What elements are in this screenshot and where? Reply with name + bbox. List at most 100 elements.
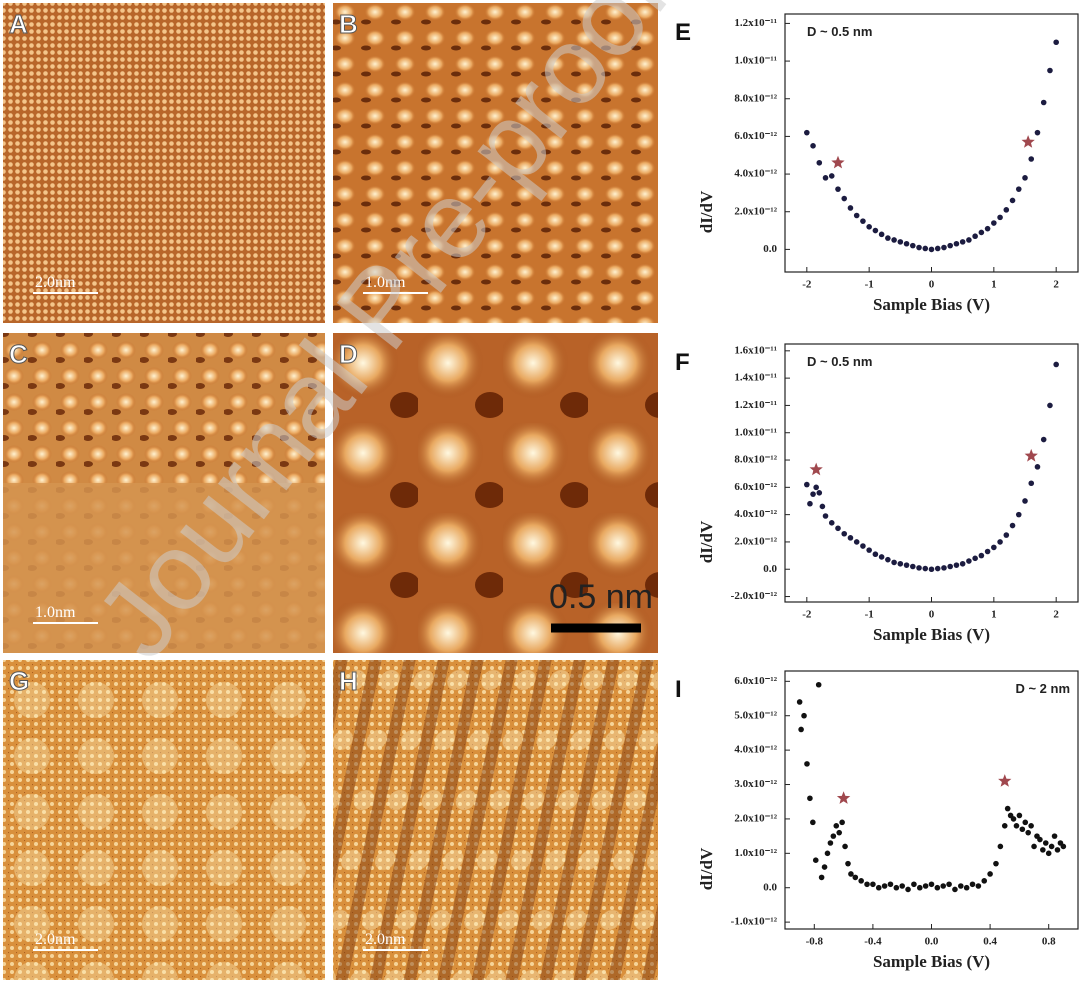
data-point (1028, 480, 1035, 487)
data-point (821, 864, 828, 870)
data-point (816, 159, 823, 166)
data-point (804, 481, 810, 488)
stm-image: A 2.0nm (3, 3, 325, 323)
data-point (987, 871, 993, 877)
data-point (796, 699, 803, 705)
y-tick-label: 0.0 (763, 243, 777, 255)
data-point (858, 878, 864, 884)
x-tick-label: -2 (802, 609, 812, 621)
data-point (934, 884, 941, 891)
data-point (872, 551, 879, 558)
star-marker (836, 791, 851, 804)
data-point (860, 543, 866, 549)
scale-label: 2.0nm (35, 274, 76, 291)
data-point (984, 548, 991, 555)
data-point (952, 886, 958, 893)
data-point (1025, 829, 1031, 836)
data-point (1015, 186, 1022, 192)
data-point (841, 195, 848, 202)
x-tick-label: 0.4 (983, 936, 997, 948)
data-point (866, 547, 872, 553)
data-point (842, 843, 848, 850)
data-point (885, 556, 891, 563)
data-point (969, 881, 976, 888)
data-point (1047, 67, 1053, 74)
data-point (1051, 833, 1058, 839)
data-point (909, 563, 916, 570)
data-point (847, 535, 854, 541)
data-point (835, 525, 841, 532)
data-point (866, 224, 872, 230)
data-point (848, 871, 854, 877)
y-tick-label: 5.0x10⁻¹² (734, 709, 777, 721)
data-point (1015, 511, 1022, 518)
data-point (916, 244, 922, 251)
stm-image: C 1.0nm (3, 333, 325, 653)
data-point (928, 881, 935, 888)
data-point (991, 220, 997, 226)
data-point (824, 850, 831, 857)
data-point (833, 823, 840, 829)
data-point (847, 205, 854, 211)
annotation: D ~ 2 nm (1015, 681, 1070, 696)
x-tick-label: -0.8 (806, 936, 824, 948)
x-axis-label: Sample Bias (V) (873, 952, 990, 971)
annotation: D ~ 0.5 nm (807, 24, 872, 39)
data-point (1009, 197, 1016, 204)
y-tick-label: 6.0x10⁻¹² (734, 481, 777, 493)
x-tick-label: -0.4 (864, 936, 882, 948)
x-tick-label: 0.0 (925, 936, 939, 948)
data-point (975, 883, 982, 889)
data-point (1028, 823, 1034, 829)
data-point (875, 884, 882, 891)
image-panels: A 2.0nm B 1.0nm C 1.0nm D 0.5 nm G 2.0nm H 2.0nm (3, 3, 658, 980)
data-point (993, 860, 999, 867)
data-point (891, 237, 897, 243)
y-tick-label: 4.0x10⁻¹² (734, 744, 777, 756)
data-point (941, 565, 947, 571)
data-point (872, 227, 879, 234)
data-point (941, 244, 947, 251)
y-tick-label: -1.0x10⁻¹² (731, 916, 778, 928)
data-point (819, 503, 826, 510)
data-point (928, 246, 935, 253)
data-point (903, 562, 910, 568)
data-point (963, 884, 970, 891)
data-point (981, 878, 988, 884)
data-point (810, 819, 816, 826)
data-point (972, 233, 978, 240)
data-point (1045, 850, 1052, 857)
data-point (813, 484, 819, 491)
y-tick-label: 2.0x10⁻¹² (734, 205, 777, 217)
data-point (1048, 843, 1055, 850)
image-texture (3, 660, 325, 980)
y-tick-label: 8.0x10⁻¹² (734, 454, 777, 466)
chart-label: E (675, 19, 691, 46)
data-point (922, 245, 929, 252)
data-point (1053, 361, 1059, 368)
data-point (947, 563, 954, 570)
star-marker (1021, 135, 1035, 148)
image-texture (333, 660, 658, 980)
plot-frame (784, 343, 1079, 603)
data-point (997, 843, 1004, 850)
data-point (953, 240, 960, 247)
annotation: D ~ 0.5 nm (807, 354, 872, 369)
star-marker (1024, 448, 1038, 462)
data-point (959, 239, 966, 245)
data-point (804, 761, 810, 767)
data-point (816, 489, 823, 496)
y-tick-label: 1.6x10⁻¹¹ (734, 344, 777, 356)
star-marker (831, 155, 845, 169)
y-tick-label: 0.0 (763, 881, 777, 893)
data-point (916, 884, 923, 891)
data-point (1010, 816, 1017, 822)
y-tick-label: 6.0x10⁻¹² (734, 130, 777, 142)
data-point (1022, 498, 1028, 504)
y-tick-label: 6.0x10⁻¹² (734, 675, 777, 687)
panel-label: G (9, 666, 29, 696)
y-tick-label: 1.0x10⁻¹¹ (734, 426, 777, 438)
y-tick-label: 2.0x10⁻¹² (734, 535, 777, 547)
